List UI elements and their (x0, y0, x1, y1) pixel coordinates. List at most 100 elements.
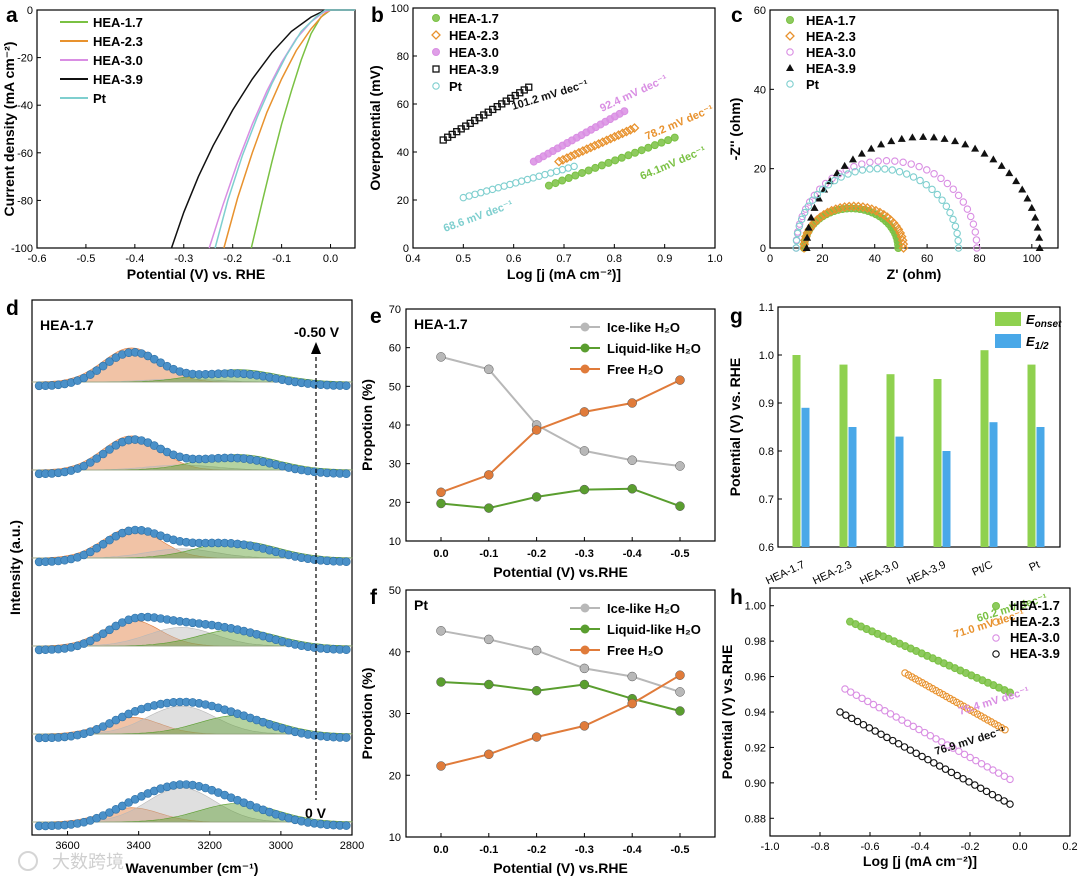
b-x-axis-label: Log [j (mA cm⁻²)] (507, 266, 621, 282)
b-data-point (593, 138, 604, 149)
c-data-point (824, 180, 833, 189)
e-series-line (440, 355, 681, 467)
h-xtick-label: -0.4 (911, 841, 930, 853)
h-ytick-label: 0.92 (745, 742, 766, 754)
f-panel-title: Pt (414, 597, 428, 613)
e-series-line (440, 487, 681, 510)
b-data-point (605, 133, 616, 144)
a-legend-label: HEA-2.3 (93, 34, 143, 49)
h-ytick-label: 1.00 (745, 601, 766, 613)
e-data-point (436, 352, 446, 362)
f-data-point (436, 761, 446, 771)
panel-e-proportion: 0.0 -0.1 -0.2 -0.3 -0.4 -0.5 10 20 30 40 50 60 70 Pot… (359, 304, 716, 580)
b-legend-marker (432, 82, 440, 90)
b-data-point (569, 149, 580, 160)
a-y-axis-label: Current density (mA cm⁻²) (1, 42, 17, 217)
c-data-point (887, 137, 896, 145)
c-legend-marker (786, 48, 794, 56)
b-data-point (617, 153, 626, 162)
c-data-point (895, 167, 904, 176)
h-data-point (989, 766, 997, 774)
g-category-label: HEA-3.0 (858, 559, 901, 587)
c-legend-marker (785, 31, 795, 41)
c-data-point (848, 155, 857, 163)
c-data-point (896, 231, 907, 242)
c-data-point (850, 162, 858, 171)
d-spectrum-point (105, 625, 114, 635)
c-data-point (908, 133, 917, 141)
c-data-point (844, 170, 852, 178)
h-legend-label: HEA-3.0 (1010, 630, 1060, 645)
f-data-point (579, 679, 590, 690)
d-spectrum-point (92, 633, 101, 642)
f-ytick-label: 20 (389, 770, 401, 782)
h-x-axis-label: Log [j (mA cm⁻²)] (863, 853, 977, 869)
b-data-point (571, 171, 580, 180)
g-bar (1036, 427, 1045, 547)
a-ytick-label: -40 (17, 100, 33, 112)
c-legend-marker (786, 64, 794, 71)
h-data-point (900, 743, 909, 751)
h-data-point (894, 740, 903, 748)
g-category-label: HEA-3.9 (905, 559, 948, 587)
h-xtick-label: -1.0 (761, 841, 780, 853)
f-data-point (484, 749, 494, 760)
c-data-point (798, 212, 807, 221)
h-data-point (915, 725, 923, 734)
h-data-point (959, 774, 967, 783)
h-data-point (918, 752, 926, 761)
e-data-point (531, 492, 542, 502)
b-legend-marker (431, 30, 441, 40)
h-xtick-label: 0.2 (1062, 841, 1077, 853)
h-data-point (881, 707, 889, 715)
c-data-point (867, 144, 876, 152)
c-data-point (830, 204, 841, 215)
panel-label-b: b (371, 4, 384, 27)
f-data-point (675, 670, 685, 680)
b-data-point (644, 143, 653, 152)
h-xtick-label: -0.2 (961, 841, 980, 853)
a-xtick-label: -0.2 (223, 253, 242, 265)
c-data-point (954, 236, 962, 245)
g-ytick-label: 0.9 (759, 398, 774, 410)
g-ytick-label: 0.8 (759, 446, 774, 458)
h-data-point (937, 738, 946, 746)
h-data-point (953, 771, 961, 780)
b-data-point (657, 138, 666, 147)
e-data-point (436, 487, 446, 498)
b-xtick-label: 0.6 (506, 253, 521, 265)
g-legend-subscript: 1/2 (1035, 341, 1049, 352)
c-data-point (971, 144, 980, 152)
h-data-point (906, 746, 915, 754)
panel-g-bars: 0.6 0.7 0.8 0.9 1.0 1.1 Potential (V) vs. RHE H… (727, 302, 1062, 587)
g-bar (989, 422, 998, 547)
e-data-point (579, 446, 590, 456)
h-data-point (875, 703, 883, 712)
c-data-point (940, 134, 949, 142)
a-series-line (214, 9, 355, 249)
panel-label-a: a (6, 4, 18, 27)
c-data-point (804, 223, 813, 231)
d-xtick-label: 3000 (269, 840, 293, 852)
d-spectrum-point (98, 449, 108, 459)
d-spectrum-point (341, 381, 351, 391)
h-data-point (977, 759, 986, 768)
f-data-point (579, 721, 590, 731)
b-xtick-label: 1.0 (707, 253, 722, 265)
c-legend-marker (786, 80, 794, 88)
f-series-line (440, 674, 681, 767)
f-data-point (484, 679, 494, 690)
h-data-point (865, 724, 874, 732)
d-spectrum-point (105, 535, 114, 545)
c-data-point (877, 140, 886, 148)
f-xtick-label: -0.4 (623, 844, 643, 856)
c-data-point (1033, 223, 1042, 231)
f-legend-marker (580, 645, 590, 655)
h-data-point (947, 768, 956, 777)
panel-label-g: g (730, 305, 743, 328)
f-data-point (579, 663, 590, 674)
g-ytick-label: 1.1 (759, 302, 774, 314)
h-data-point (847, 714, 856, 723)
c-data-point (929, 133, 938, 141)
b-data-point (584, 166, 593, 175)
